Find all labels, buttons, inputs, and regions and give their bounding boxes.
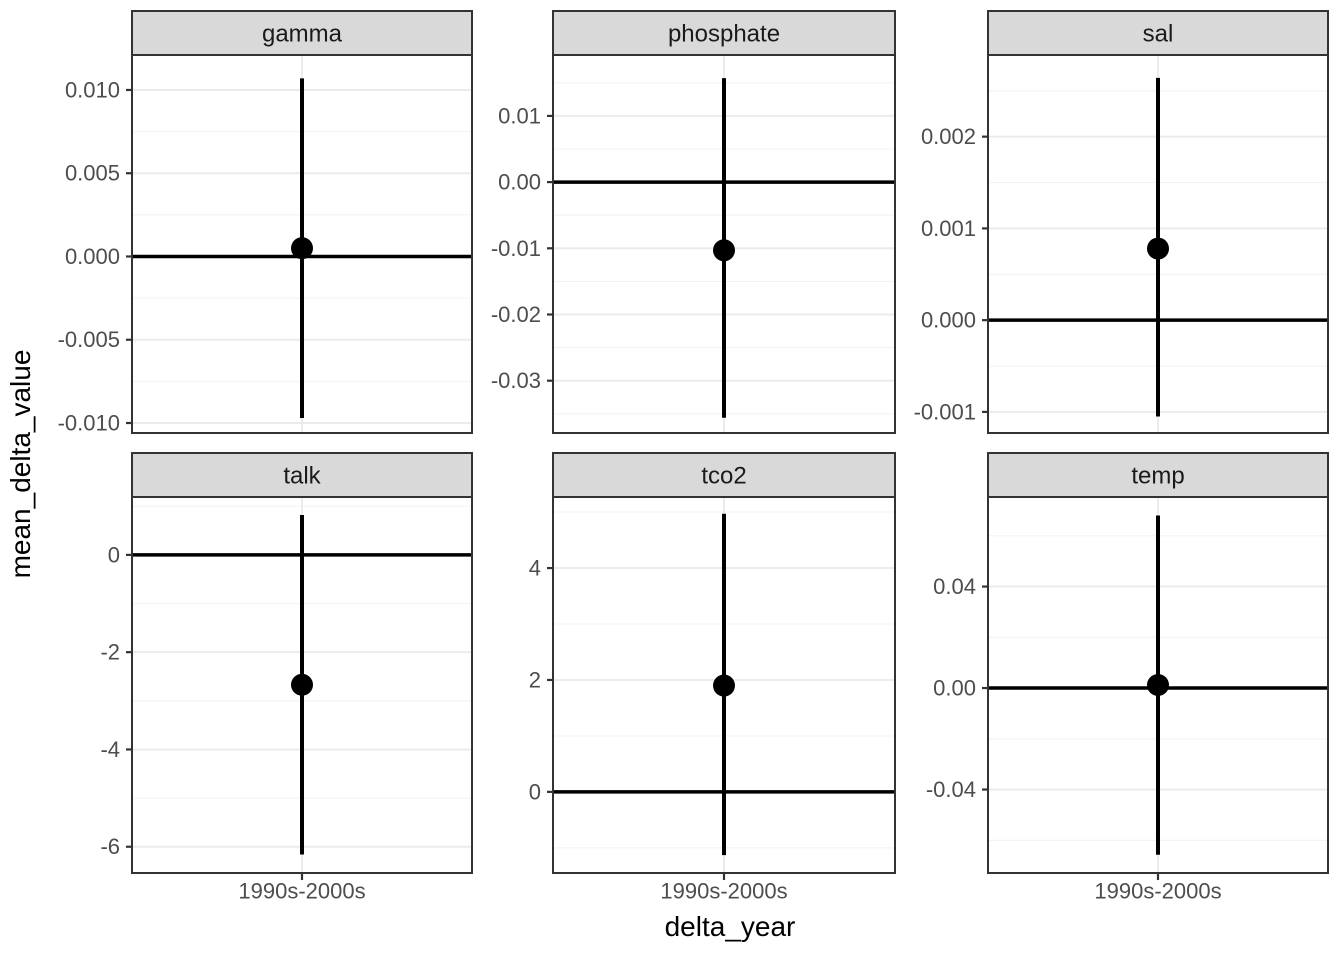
facet-label: talk [283, 463, 321, 490]
facet-label: temp [1131, 463, 1184, 490]
facet-panel-phosphate: phosphate 0.01 0.00 -0.01 -0.02 -0.03 [491, 10, 896, 434]
x-tick-label: 1990s-2000s [238, 879, 365, 904]
point-estimate [291, 237, 313, 260]
facet-strip [552, 452, 896, 498]
y-tick-label: 0.001 [921, 216, 976, 241]
y-tick-label: 0.000 [65, 244, 120, 269]
facet-panel-temp: temp 0.04 0.00 -0.04 1990s-2000s [926, 452, 1329, 904]
panel-border [552, 54, 896, 434]
y-tick-label: -0.005 [58, 327, 120, 352]
facet-panel-talk: talk 0 -2 -4 -6 1990s-2000s [100, 452, 473, 904]
y-tick-label: -0.03 [491, 368, 541, 393]
y-tick-label: 0.005 [65, 161, 120, 186]
facet-strip [131, 452, 473, 498]
y-tick-label: -0.01 [491, 236, 541, 261]
y-tick-label: -2 [100, 640, 120, 665]
y-tick-label: 0.04 [933, 574, 976, 599]
y-tick-label: 0 [108, 542, 120, 567]
facet-strip [131, 10, 473, 56]
point-estimate [713, 674, 735, 697]
y-tick-label: 2 [529, 667, 541, 692]
facet-panels-group: gamma0.0100.0050.000-0.005-0.010phosphat… [58, 10, 1329, 904]
point-estimate [291, 673, 313, 696]
y-tick-label: -6 [100, 834, 120, 859]
facet-label: gamma [262, 21, 343, 48]
x-axis-title: delta_year [665, 911, 796, 942]
y-tick-label: 0 [529, 779, 541, 804]
y-tick-label: 4 [529, 556, 541, 581]
y-tick-label: -0.010 [58, 411, 120, 436]
facet-strip [987, 452, 1329, 498]
facet-panel-sal: sal 0.002 0.001 0.000 -0.001 [914, 10, 1329, 434]
y-tick-label: 0.01 [498, 103, 541, 128]
facet-label: phosphate [668, 21, 780, 48]
facet-label: sal [1143, 21, 1174, 48]
y-tick-label: -4 [100, 737, 120, 762]
x-tick-label: 1990s-2000s [1094, 879, 1221, 904]
point-estimate [1147, 674, 1169, 696]
facet-panel-tco2: tco2 4 2 0 1990s-2000s [529, 452, 896, 904]
panel-border [131, 54, 473, 434]
panel-border [987, 54, 1329, 434]
facet-strip [552, 10, 896, 56]
y-tick-label: -0.02 [491, 302, 541, 327]
y-tick-label: -0.04 [926, 777, 976, 802]
point-estimate [1147, 237, 1169, 260]
y-tick-label: 0.002 [921, 124, 976, 149]
x-tick-label: 1990s-2000s [660, 879, 787, 904]
y-tick-label: 0.000 [921, 308, 976, 333]
y-axis-title: mean_delta_value [5, 350, 36, 579]
facet-label: tco2 [701, 463, 746, 490]
y-tick-label: 0.00 [933, 676, 976, 701]
point-estimate [713, 239, 735, 262]
y-tick-label: 0.00 [498, 170, 541, 195]
y-tick-label: -0.001 [914, 399, 976, 424]
y-tick-label: 0.010 [65, 77, 120, 102]
facet-panel-gamma: gamma 0.010 0.005 0.000 -0.005 -0.010 [58, 10, 473, 436]
